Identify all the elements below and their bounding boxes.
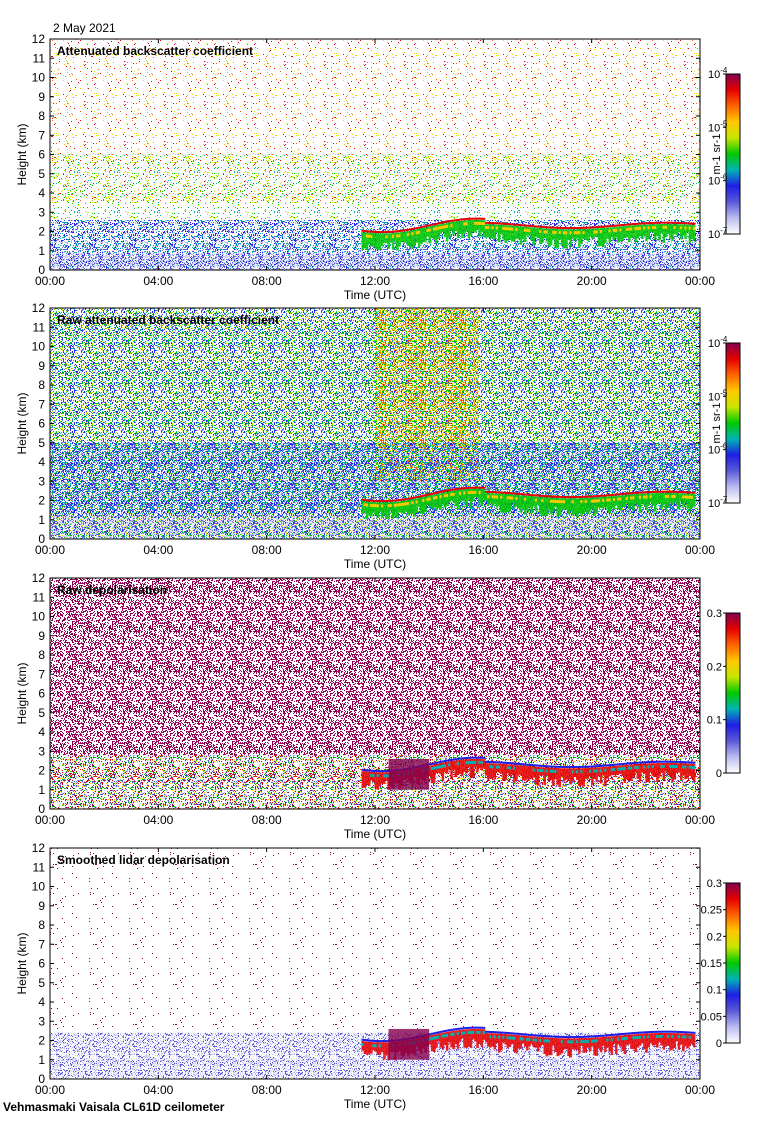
date-label: 2 May 2021 (53, 21, 116, 35)
